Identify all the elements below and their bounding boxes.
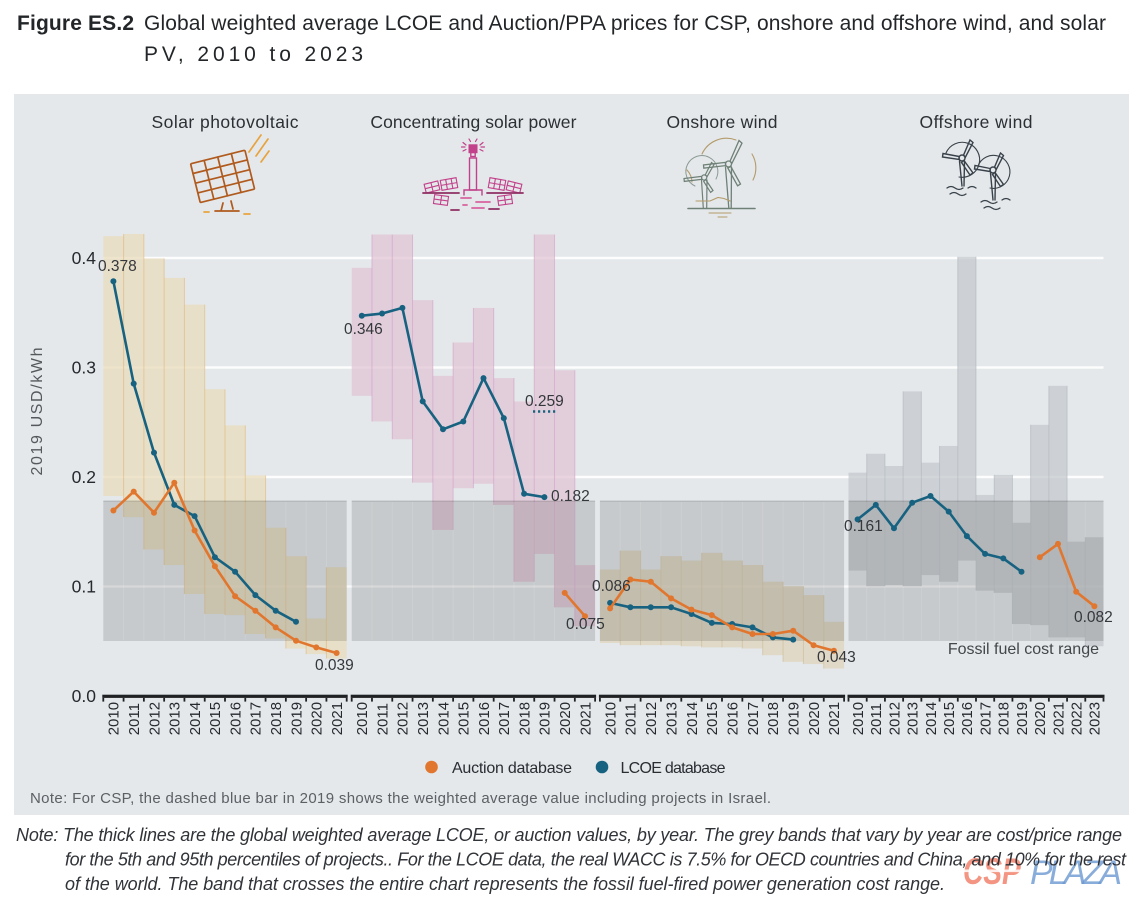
svg-text:2011: 2011 [126, 703, 143, 735]
svg-text:0.3: 0.3 [72, 358, 96, 378]
svg-text:Global weighted average LCOE a: Global weighted average LCOE and Auction… [144, 12, 1106, 35]
svg-text:2015: 2015 [704, 702, 721, 735]
svg-text:2019 USD/kWh: 2019 USD/kWh [29, 348, 46, 476]
svg-text:LCOE database: LCOE database [621, 760, 726, 777]
svg-text:2017: 2017 [977, 702, 994, 735]
svg-text:Offshore wind: Offshore wind [920, 112, 1033, 132]
svg-text:2012: 2012 [146, 702, 163, 735]
svg-text:Note: The thick lines are the: Note: The thick lines are the global wei… [16, 825, 1122, 845]
svg-text:2016: 2016 [227, 702, 244, 735]
svg-text:2015: 2015 [207, 702, 224, 735]
svg-text:2017: 2017 [496, 702, 513, 735]
svg-text:2012: 2012 [886, 702, 903, 735]
svg-text:0.378: 0.378 [98, 258, 137, 275]
svg-text:2016: 2016 [959, 702, 976, 735]
svg-text:Onshore wind: Onshore wind [667, 112, 778, 132]
svg-text:2010: 2010 [602, 702, 619, 735]
svg-text:2021: 2021 [1050, 702, 1067, 735]
svg-text:Figure ES.2: Figure ES.2 [17, 12, 134, 35]
svg-text:0.161: 0.161 [844, 518, 883, 535]
svg-text:2020: 2020 [1032, 702, 1049, 735]
svg-text:0.1: 0.1 [72, 577, 96, 597]
svg-text:0.259: 0.259 [525, 393, 564, 410]
svg-text:2016: 2016 [725, 702, 742, 735]
svg-text:2011: 2011 [623, 703, 640, 735]
svg-text:2011: 2011 [868, 703, 885, 735]
svg-text:2021: 2021 [329, 702, 346, 735]
svg-text:2010: 2010 [354, 702, 371, 735]
svg-text:2020: 2020 [806, 702, 823, 735]
svg-text:2013: 2013 [415, 702, 432, 735]
svg-text:0.2: 0.2 [72, 467, 96, 487]
svg-text:2019: 2019 [786, 702, 803, 735]
svg-text:2021: 2021 [577, 702, 594, 735]
svg-text:0.0: 0.0 [72, 686, 97, 706]
svg-text:Solar photovoltaic: Solar photovoltaic [152, 112, 299, 132]
svg-text:Fossil fuel cost range: Fossil fuel cost range [948, 641, 1099, 658]
svg-text:PLAZA: PLAZA [1030, 854, 1122, 892]
svg-text:2017: 2017 [745, 702, 762, 735]
svg-text:0.4: 0.4 [72, 248, 97, 268]
svg-text:2010: 2010 [106, 702, 123, 735]
svg-text:0.075: 0.075 [566, 616, 605, 633]
svg-text:2015: 2015 [456, 702, 473, 735]
svg-text:0.039: 0.039 [315, 657, 354, 674]
svg-text:2018: 2018 [268, 702, 285, 735]
svg-text:for the 5th and 95th percentil: for the 5th and 95th percentiles of proj… [65, 850, 1127, 870]
svg-text:of the world. The band that cr: of the world. The band that crosses the … [65, 874, 945, 894]
svg-text:0.082: 0.082 [1074, 609, 1113, 626]
svg-text:Concentrating solar power: Concentrating solar power [370, 112, 576, 132]
svg-text:PV, 2010 to 2023: PV, 2010 to 2023 [144, 43, 363, 66]
svg-text:2016: 2016 [476, 702, 493, 735]
svg-text:2019: 2019 [1014, 702, 1031, 735]
svg-text:Auction database: Auction database [452, 760, 572, 777]
svg-text:2019: 2019 [537, 702, 554, 735]
svg-text:2020: 2020 [557, 702, 574, 735]
svg-text:2013: 2013 [663, 702, 680, 735]
svg-text:2020: 2020 [309, 702, 326, 735]
svg-text:2014: 2014 [435, 702, 452, 735]
svg-text:2011: 2011 [374, 703, 391, 735]
svg-text:0.346: 0.346 [344, 321, 383, 338]
svg-text:2018: 2018 [996, 702, 1013, 735]
svg-text:Note: For CSP, the dashed blue: Note: For CSP, the dashed blue bar in 20… [30, 790, 771, 807]
svg-text:2022: 2022 [1069, 702, 1086, 735]
svg-text:0.182: 0.182 [551, 488, 590, 505]
svg-text:2014: 2014 [684, 702, 701, 735]
svg-text:2018: 2018 [765, 702, 782, 735]
svg-text:2015: 2015 [941, 702, 958, 735]
svg-text:2014: 2014 [923, 702, 940, 735]
svg-text:2013: 2013 [905, 702, 922, 735]
svg-text:0.043: 0.043 [817, 649, 856, 666]
svg-text:2012: 2012 [643, 702, 660, 735]
svg-text:2014: 2014 [187, 702, 204, 735]
svg-text:2012: 2012 [395, 702, 412, 735]
svg-text:2023: 2023 [1087, 702, 1104, 735]
svg-text:2013: 2013 [167, 702, 184, 735]
svg-text:2018: 2018 [516, 702, 533, 735]
svg-text:2021: 2021 [826, 702, 843, 735]
svg-text:2017: 2017 [248, 702, 265, 735]
svg-text:2010: 2010 [850, 702, 867, 735]
svg-text:2019: 2019 [288, 702, 305, 735]
svg-text:0.086: 0.086 [592, 578, 631, 595]
